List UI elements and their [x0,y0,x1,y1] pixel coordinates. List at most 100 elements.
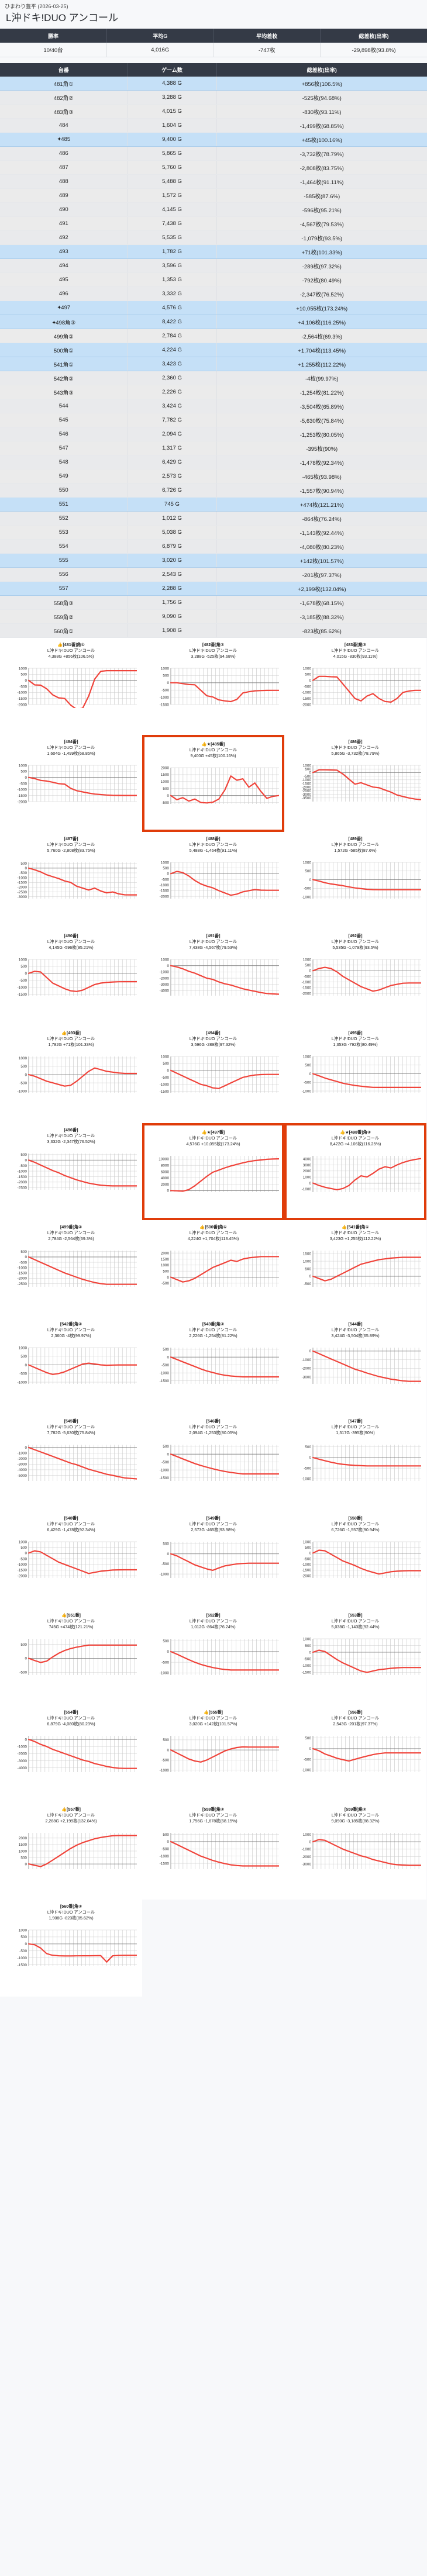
chart-card[interactable]: 👍[541番]角① L沖ドキ!DUO アンコール 3,423G +1,255枚(11… [284,1220,426,1317]
table-row[interactable]: 487 5,760 G -2,808枚(83.75%) [0,160,427,175]
chart-plot-area: 0 -1000 -2000 -3000 -4000 -5000 [5,1441,137,1484]
table-row[interactable]: 499角② 2,784 G -2,564枚(69.3%) [0,329,427,343]
chart-title-line1: [554番] [64,1710,78,1715]
table-row[interactable]: 551 745 G +474枚(121.21%) [0,497,427,512]
chart-card[interactable]: [492番] L沖ドキ!DUO アンコール 5,535G -1,079枚(93.5%… [284,929,426,1026]
table-row[interactable]: 557 2,288 G +2,199枚(132.04%) [0,581,427,596]
table-row[interactable]: 483角③ 4,015 G -830枚(93.11%) [0,104,427,119]
payout-line [27,776,137,796]
chart-card[interactable]: [546番] L沖ドキ!DUO アンコール 2,094G -1,253枚(80.05… [142,1414,284,1511]
table-row[interactable]: 545 7,782 G -5,630枚(75.84%) [0,413,427,427]
chart-card[interactable]: [488番] L沖ドキ!DUO アンコール 5,488G -1,464枚(91.11… [142,832,284,929]
chart-card[interactable]: [499番]角② L沖ドキ!DUO アンコール 2,784G -2,564枚(69.… [0,1220,142,1317]
table-row[interactable]: 542角② 2,360 G -4枚(99.97%) [0,371,427,385]
svg-text:1000: 1000 [161,958,170,962]
chart-card[interactable]: [486番] L沖ドキ!DUO アンコール 5,865G -3,732枚(78.79… [284,735,426,832]
table-row[interactable]: 550 6,726 G -1,557枚(90.94%) [0,483,427,498]
svg-text:-1000: -1000 [302,1477,312,1482]
chart-card[interactable]: [543番]角③ L沖ドキ!DUO アンコール 2,226G -1,254枚(81.… [142,1317,284,1414]
table-row[interactable]: 544 3,424 G -3,504枚(65.89%) [0,399,427,413]
table-row[interactable]: 482角② 3,288 G -525枚(94.68%) [0,90,427,105]
table-row[interactable]: 553 5,038 G -1,143枚(92.44%) [0,525,427,540]
table-row[interactable]: 493 1,782 G +71枚(101.33%) [0,244,427,259]
table-row[interactable]: 554 6,879 G -4,080枚(80.23%) [0,539,427,554]
table-row[interactable]: 547 1,317 G -395枚(90%) [0,441,427,455]
payout-line-chart: 500 0 -500 -1000 -1500 [160,1348,279,1384]
table-row[interactable]: 484 1,604 G -1,499枚(68.85%) [0,118,427,133]
table-row[interactable]: 481角① 4,388 G +856枚(106.5%) [0,77,427,91]
cell-machine-no: 560角① [0,623,128,638]
chart-card[interactable]: 👍★[497番] L沖ドキ!DUO アンコール 4,576G +10,055枚(17… [142,1123,284,1220]
chart-card[interactable]: [548番] L沖ドキ!DUO アンコール 6,429G -1,478枚(92.34… [0,1511,142,1608]
table-row[interactable]: 556 2,543 G -201枚(97.37%) [0,567,427,582]
table-row[interactable]: 500角① 4,224 G +1,704枚(113.45%) [0,343,427,357]
table-row[interactable]: 492 5,535 G -1,079枚(93.5%) [0,230,427,245]
chart-card[interactable]: [494番] L沖ドキ!DUO アンコール 3,596G -289枚(97.32%)… [142,1026,284,1123]
table-row[interactable]: 555 3,020 G +142枚(101.57%) [0,553,427,568]
chart-card[interactable]: [542番]角② L沖ドキ!DUO アンコール 2,360G -4枚(99.97%)… [0,1317,142,1414]
chart-card[interactable]: 👍[557番] L沖ドキ!DUO アンコール 2,288G +2,199枚(132.… [0,1802,142,1900]
chart-stats: 9,400G +45枚(100.16%) [190,753,236,758]
chart-card[interactable]: [491番] L沖ドキ!DUO アンコール 7,438G -4,567枚(79.53… [142,929,284,1026]
chart-card[interactable]: [550番] L沖ドキ!DUO アンコール 6,726G -1,557枚(90.94… [284,1511,426,1608]
chart-card[interactable]: 👍★[498番]角③ L沖ドキ!DUO アンコール 8,422G +4,106枚(1… [284,1123,426,1220]
table-row[interactable]: 491 7,438 G -4,567枚(79.53%) [0,216,427,231]
table-row[interactable]: 541角① 3,423 G +1,255枚(112.22%) [0,357,427,371]
chart-card[interactable]: [553番] L沖ドキ!DUO アンコール 5,038G -1,143枚(92.44… [284,1608,426,1705]
table-row[interactable]: 560角① 1,908 G -823枚(85.62%) [0,623,427,638]
cell-machine-no: 550 [0,483,128,498]
table-row[interactable]: 558角③ 1,756 G -1,678枚(68.15%) [0,595,427,610]
chart-card[interactable]: 👍[481番]角① L沖ドキ!DUO アンコール 4,388G +856枚(106.… [0,638,142,735]
svg-text:500: 500 [20,673,27,677]
chart-card[interactable]: [547番] L沖ドキ!DUO アンコール 1,317G -395枚(90%) 500… [284,1414,426,1511]
chart-card[interactable]: [490番] L沖ドキ!DUO アンコール 4,145G -596枚(95.21%)… [0,929,142,1026]
chart-card[interactable]: [487番] L沖ドキ!DUO アンコール 5,760G -2,808枚(83.75… [0,832,142,929]
chart-card[interactable]: [552番] L沖ドキ!DUO アンコール 1,012G -864枚(76.24%)… [142,1608,284,1705]
table-row[interactable]: 490 4,145 G -596枚(95.21%) [0,202,427,217]
svg-text:0: 0 [25,1255,27,1259]
cell-games: 5,535 G [128,230,217,245]
table-row[interactable]: 549 2,573 G -465枚(93.98%) [0,469,427,484]
table-row[interactable]: 494 3,596 G -289枚(97.32%) [0,258,427,273]
chart-card[interactable]: 👍[500番]角① L沖ドキ!DUO アンコール 4,224G +1,704枚(11… [142,1220,284,1317]
table-row[interactable]: 486 5,865 G -3,732枚(78.79%) [0,146,427,161]
table-row[interactable]: ✦497 4,576 G +10,055枚(173.24%) [0,301,427,315]
table-row[interactable]: ✦498角③ 8,422 G +4,106枚(116.25%) [0,315,427,329]
chart-card[interactable]: [484番] L沖ドキ!DUO アンコール 1,604G -1,499枚(68.85… [0,735,142,832]
table-row[interactable]: 496 3,332 G -2,347枚(76.52%) [0,286,427,301]
chart-card[interactable]: [559番]角② L沖ドキ!DUO アンコール 9,090G -3,185枚(88.… [284,1802,426,1900]
chart-card[interactable]: [495番] L沖ドキ!DUO アンコール 1,353G -792枚(80.49%)… [284,1026,426,1123]
table-row[interactable]: 489 1,572 G -585枚(87.6%) [0,188,427,203]
chart-card[interactable]: [545番] L沖ドキ!DUO アンコール 7,782G -5,630枚(75.84… [0,1414,142,1511]
table-row[interactable]: 552 1,012 G -864枚(76.24%) [0,511,427,526]
table-row[interactable]: 488 5,488 G -1,464枚(91.11%) [0,174,427,189]
chart-stats: 745G +474枚(121.21%) [49,1624,94,1629]
chart-card[interactable]: [560番]角③ L沖ドキ!DUO アンコール 1,908G -823枚(85.62… [0,1900,142,1997]
chart-card[interactable]: [489番] L沖ドキ!DUO アンコール 1,572G -585枚(87.6%) 1… [284,832,426,929]
cell-games: 1,012 G [128,511,217,526]
table-row[interactable]: ✦485 9,400 G +45枚(100.16%) [0,132,427,147]
chart-card[interactable]: [483番]角③ L沖ドキ!DUO アンコール 4,015G -830枚(93.11… [284,638,426,735]
table-row[interactable]: 546 2,094 G -1,253枚(80.05%) [0,427,427,441]
chart-card[interactable]: [482番]角② L沖ドキ!DUO アンコール 3,288G -525枚(94.68… [142,638,284,735]
chart-card[interactable]: [554番] L沖ドキ!DUO アンコール 6,879G -4,080枚(80.23… [0,1705,142,1802]
chart-card[interactable]: 👍[551番] L沖ドキ!DUO アンコール 745G +474枚(121.21%)… [0,1608,142,1705]
chart-card[interactable]: 👍[555番] L沖ドキ!DUO アンコール 3,020G +142枚(101.57… [142,1705,284,1802]
table-row[interactable]: 548 6,429 G -1,478枚(92.34%) [0,455,427,469]
chart-card[interactable]: [556番] L沖ドキ!DUO アンコール 2,543G -201枚(97.37%)… [284,1705,426,1802]
chart-stats: 1,012G -864枚(76.24%) [191,1624,236,1629]
table-row[interactable]: 543角③ 2,226 G -1,254枚(81.22%) [0,385,427,399]
chart-card[interactable]: 👍★[485番] L沖ドキ!DUO アンコール 9,400G +45枚(100.16… [142,735,284,832]
chart-stats: 3,332G -2,347枚(76.52%) [47,1139,95,1144]
svg-text:1000: 1000 [303,861,312,865]
chart-stats: 1,317G -395枚(90%) [336,1430,375,1435]
chart-card[interactable]: [558番]角③ L沖ドキ!DUO アンコール 1,756G -1,678枚(68.… [142,1802,284,1900]
chart-card[interactable]: [549番] L沖ドキ!DUO アンコール 2,573G -465枚(93.98%)… [142,1511,284,1608]
chart-card[interactable]: [544番] L沖ドキ!DUO アンコール 3,424G -3,504枚(65.89… [284,1317,426,1414]
hall-name-date: ひまわり豊平 (2026-03-25) [5,4,68,9]
chart-card[interactable]: 👍[493番] L沖ドキ!DUO アンコール 1,782G +71枚(101.33%… [0,1026,142,1123]
svg-text:500: 500 [163,1738,169,1742]
table-row[interactable]: 495 1,353 G -792枚(80.49%) [0,272,427,287]
chart-card[interactable]: [496番] L沖ドキ!DUO アンコール 3,332G -2,347枚(76.52… [0,1123,142,1220]
table-row[interactable]: 559角② 9,090 G -3,185枚(88.32%) [0,609,427,624]
